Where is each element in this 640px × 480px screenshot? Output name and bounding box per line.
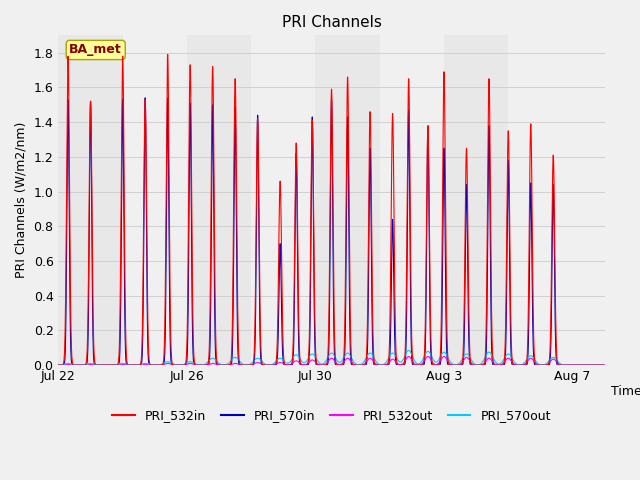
Text: BA_met: BA_met bbox=[69, 44, 122, 57]
X-axis label: Time: Time bbox=[611, 385, 640, 398]
Bar bbox=[58, 36, 123, 365]
Bar bbox=[508, 36, 605, 365]
Bar bbox=[123, 36, 187, 365]
Title: PRI Channels: PRI Channels bbox=[282, 15, 381, 30]
Bar bbox=[187, 36, 252, 365]
Bar bbox=[380, 36, 444, 365]
Bar bbox=[252, 36, 316, 365]
Bar bbox=[444, 36, 508, 365]
Bar bbox=[316, 36, 380, 365]
Legend: PRI_532in, PRI_570in, PRI_532out, PRI_570out: PRI_532in, PRI_570in, PRI_532out, PRI_57… bbox=[108, 405, 556, 427]
Y-axis label: PRI Channels (W/m2/nm): PRI Channels (W/m2/nm) bbox=[15, 122, 28, 278]
